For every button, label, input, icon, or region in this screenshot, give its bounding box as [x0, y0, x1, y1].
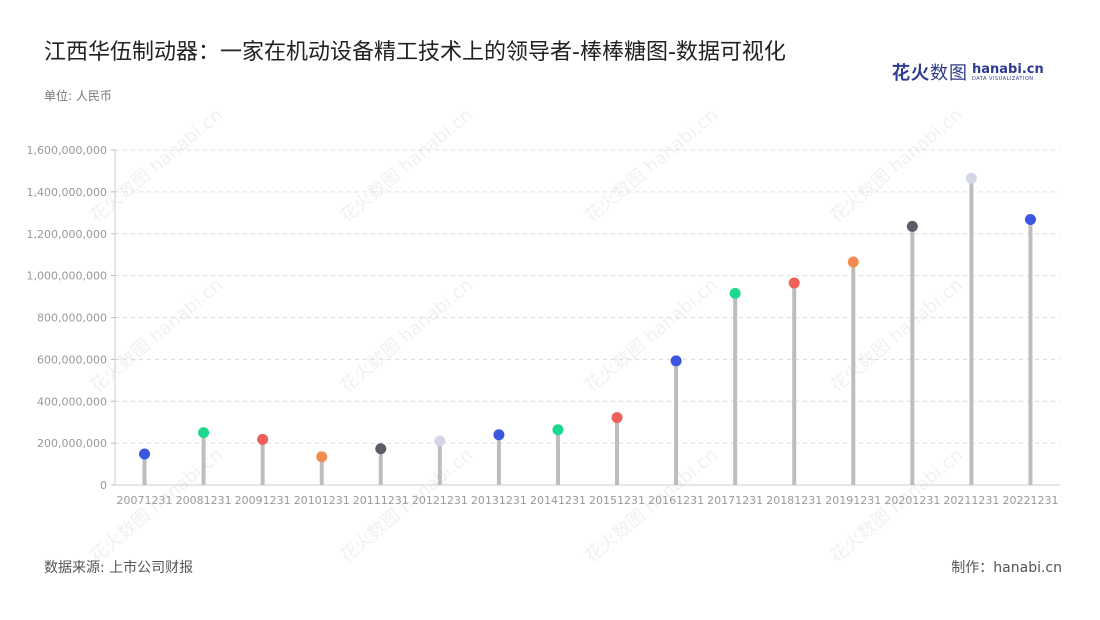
lollipop-dot: [139, 448, 151, 460]
watermark-text: 花火数图 hanabi.cn: [826, 274, 967, 397]
x-tick-label: 20221231: [1002, 494, 1058, 507]
lollipop-stem: [674, 360, 679, 485]
y-tick-label: 200,000,000: [37, 437, 107, 450]
lollipop-stem: [378, 448, 383, 485]
lollipop-dot: [847, 256, 859, 268]
watermark-text: 花火数图 hanabi.cn: [86, 104, 227, 227]
watermark-text: 花火数图 hanabi.cn: [336, 104, 477, 227]
lollipop-dot: [1024, 214, 1036, 226]
y-axis-unit-label: 单位: 人民币: [44, 89, 112, 103]
lollipop-stem: [437, 441, 442, 485]
x-tick-label: 20111231: [353, 494, 409, 507]
x-tick-label: 20211231: [943, 494, 999, 507]
x-tick-label: 20101231: [294, 494, 350, 507]
x-tick-label: 20081231: [176, 494, 232, 507]
x-tick-label: 20171231: [707, 494, 763, 507]
lollipop-dot: [670, 355, 682, 367]
lollipop-stem: [1028, 219, 1033, 485]
lollipop-stem: [851, 262, 856, 485]
lollipop-dot: [729, 287, 741, 299]
lollipop-stem: [792, 282, 797, 485]
data-source-label: 数据来源: 上市公司财报: [44, 560, 194, 576]
lollipop-stem: [969, 178, 974, 485]
y-axis-ticks: 0 200,000,000 400,000,000 600,000,000 800,00…: [27, 144, 1060, 492]
chart-title: 江西华伍制动器：一家在机动设备精工技术上的领导者-棒棒糖图-数据可视化: [44, 40, 786, 65]
lollipop-stem: [496, 434, 501, 485]
lollipop-dot: [375, 443, 387, 455]
x-axis-ticks: 20071231 20081231 20091231 20101231 20111231…: [117, 494, 1059, 507]
lollipop-dot: [965, 172, 977, 184]
hanabi-logo: 花火数图 hanabi.cn DATA VISUALIZATION: [892, 58, 1044, 86]
lollipop-dot: [316, 451, 328, 463]
logo-en-text: hanabi.cn DATA VISUALIZATION: [972, 61, 1044, 82]
lollipop-dot: [257, 433, 269, 445]
lollipop-stem: [142, 454, 147, 485]
watermark-text: 花火数图 hanabi.cn: [336, 274, 477, 397]
x-tick-label: 20201231: [884, 494, 940, 507]
y-tick-label: 0: [100, 479, 107, 492]
y-tick-label: 1,400,000,000: [27, 186, 107, 199]
x-tick-label: 20141231: [530, 494, 586, 507]
x-tick-label: 20151231: [589, 494, 645, 507]
lollipop-stem: [733, 293, 738, 485]
watermark-text: 花火数图 hanabi.cn: [581, 274, 722, 397]
watermark-text: 花火数图 hanabi.cn: [86, 274, 227, 397]
logo-cn-text: 花火数图: [892, 63, 968, 84]
lollipop-dot: [788, 277, 800, 289]
y-tick-label: 1,000,000,000: [27, 270, 107, 283]
lollipop-dot: [198, 427, 210, 439]
x-tick-label: 20161231: [648, 494, 704, 507]
lollipop-dot: [434, 435, 446, 447]
lollipop-stem: [615, 417, 620, 485]
x-tick-label: 20091231: [235, 494, 291, 507]
lollipop-marks: [139, 172, 1036, 485]
lollipop-dot: [493, 429, 505, 441]
x-tick-label: 20121231: [412, 494, 468, 507]
x-tick-label: 20071231: [117, 494, 173, 507]
credit-label: 制作：hanabi.cn: [951, 560, 1062, 576]
lollipop-stem: [319, 456, 324, 485]
y-tick-label: 800,000,000: [37, 312, 107, 325]
watermark-text: 花火数图 hanabi.cn: [826, 104, 967, 227]
x-tick-label: 20131231: [471, 494, 527, 507]
y-tick-label: 1,200,000,000: [27, 228, 107, 241]
y-tick-label: 400,000,000: [37, 395, 107, 408]
grid-lines: [115, 149, 1060, 444]
lollipop-stem: [555, 429, 560, 485]
lollipop-stem: [260, 439, 265, 485]
lollipop-stem: [201, 432, 206, 485]
y-tick-label: 600,000,000: [37, 353, 107, 366]
lollipop-dot: [611, 412, 623, 424]
y-tick-label: 1,600,000,000: [27, 144, 107, 157]
lollipop-dot: [552, 424, 564, 436]
x-tick-label: 20181231: [766, 494, 822, 507]
watermark-text: 花火数图 hanabi.cn: [581, 104, 722, 227]
lollipop-stem: [910, 226, 915, 485]
lollipop-dot: [906, 220, 918, 232]
x-tick-label: 20191231: [825, 494, 881, 507]
